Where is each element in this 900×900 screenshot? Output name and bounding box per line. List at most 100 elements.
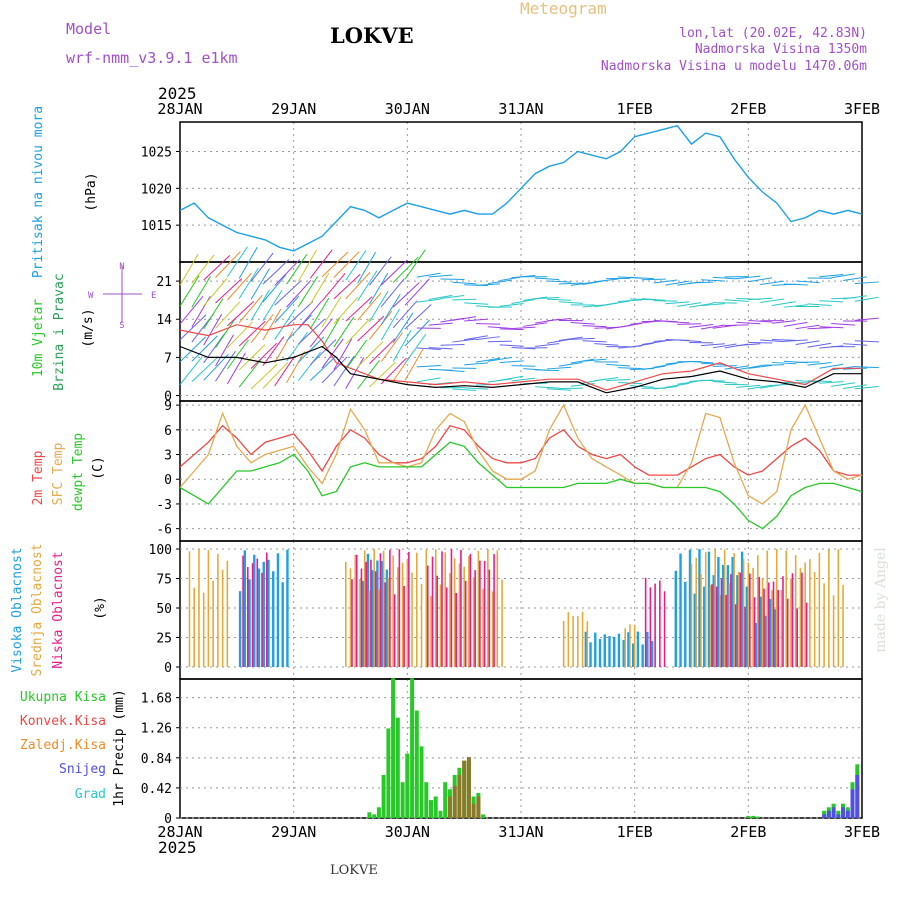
wind-barb	[428, 347, 453, 350]
wind-barb	[345, 339, 368, 370]
temp-tick-label: 6	[164, 424, 172, 439]
temp-tick-label: -3	[156, 498, 172, 513]
pressure-tick-label: 1020	[141, 182, 172, 197]
wind-barb	[535, 343, 560, 347]
precip-unit: 1hr Precip (mm)	[112, 689, 127, 806]
wind-barb	[321, 316, 341, 349]
wind-barb	[179, 356, 203, 385]
top-date-label: 30JAN	[385, 100, 430, 118]
wind-barb	[380, 308, 400, 341]
top-date-label: 28JAN	[157, 100, 202, 118]
wind-barb	[771, 301, 796, 307]
wind-barb	[215, 350, 236, 382]
cloud-tick-label: 0	[164, 661, 172, 676]
wind-barb	[262, 274, 287, 303]
wind-barb	[819, 326, 844, 329]
precip-total-bar	[391, 678, 396, 818]
wind-barb	[227, 300, 255, 327]
precip-snow-bar	[836, 814, 841, 818]
wind-barb	[854, 385, 879, 390]
precip-total-bar	[424, 782, 429, 818]
pressure-frame	[179, 121, 863, 263]
precip-legend-total: Ukupna Kisa	[20, 690, 106, 705]
wind-barb	[807, 327, 832, 330]
bottom-date-axis: 28JAN 29JAN 30JAN 31JAN 1FEB 2FEB 3FEB	[157, 823, 880, 841]
model-label: Model	[66, 20, 111, 38]
wind-barb	[345, 317, 371, 345]
top-date-axis: 28JAN 29JAN 30JAN 31JAN 1FEB 2FEB 3FEB	[157, 100, 880, 118]
wind-barb	[712, 365, 737, 367]
wind-barb	[380, 278, 405, 307]
wind-barb	[274, 280, 302, 306]
wind-barb	[404, 249, 426, 280]
wind-barb	[464, 362, 489, 366]
wind-barb	[333, 251, 360, 278]
wind-barb	[558, 336, 583, 341]
wind-barb	[854, 366, 879, 369]
wind-barb	[795, 280, 820, 284]
wind-barb	[558, 362, 583, 367]
wind-barb	[487, 279, 512, 285]
wind-barb	[819, 300, 844, 303]
precip-tick-label: 0	[164, 812, 172, 827]
pressure-titles: Pritisak na nivou mora (hPa)	[31, 106, 99, 278]
wind-barb	[203, 333, 225, 364]
wind-barb	[499, 328, 524, 331]
wind-barb	[226, 272, 252, 301]
wind-barb	[309, 318, 333, 348]
wind-barb	[452, 281, 477, 285]
wind-barb	[357, 341, 384, 368]
wind-barb	[771, 361, 797, 365]
bottom-date-label: 29JAN	[271, 823, 316, 841]
wind-barb	[227, 321, 253, 349]
wind-barb	[250, 314, 274, 344]
wind-barb	[535, 369, 560, 372]
wind-barb	[203, 353, 229, 381]
wind-barb	[807, 361, 832, 366]
wind-barb	[298, 300, 323, 329]
wind-barb	[250, 363, 278, 390]
wind-barb	[594, 343, 619, 346]
precip-freezing-bar	[476, 796, 481, 818]
wind-barb	[783, 283, 808, 286]
precip-freezing-bar	[457, 775, 462, 818]
precip-total-bar	[438, 810, 443, 818]
wind-barb	[819, 363, 844, 369]
wind-barb	[262, 259, 290, 285]
wind-barb	[464, 387, 489, 390]
wind-barb	[736, 343, 761, 347]
wind-barb	[286, 331, 309, 362]
wind-barb	[689, 323, 714, 328]
wind-barb	[262, 308, 282, 341]
compass-west: W	[88, 291, 94, 301]
bottom-date-label: 2FEB	[730, 823, 766, 841]
wind-barb	[582, 358, 607, 362]
precip-total-bar	[367, 812, 372, 818]
wind-barb	[440, 369, 465, 372]
wind-barb	[238, 358, 262, 388]
wind-barb	[274, 355, 296, 387]
wind-barb	[392, 256, 419, 283]
wind-barb	[452, 298, 477, 301]
wind-barb	[274, 295, 300, 324]
wind-barb	[179, 275, 200, 307]
wind-barb	[416, 272, 441, 278]
wind-barb	[428, 294, 453, 300]
wind-barb	[712, 380, 737, 384]
precip-total-bar	[395, 717, 400, 818]
wind-barb	[760, 364, 785, 366]
cloud-tick-label: 100	[149, 543, 172, 558]
precip-total-bar	[414, 710, 419, 818]
wind-barb	[724, 324, 749, 327]
precip-total-bar	[751, 815, 756, 818]
wind-barb	[404, 348, 424, 381]
wind-barb	[369, 256, 392, 286]
cloud-panel: 0 25 50 75 100	[149, 540, 863, 680]
pressure-unit: (hPa)	[84, 172, 99, 211]
wind-barb	[724, 299, 749, 302]
wind-barb	[238, 344, 266, 371]
cloud-tick-label: 75	[156, 573, 172, 588]
wind-barb	[392, 312, 414, 344]
wind-barb	[783, 321, 808, 327]
